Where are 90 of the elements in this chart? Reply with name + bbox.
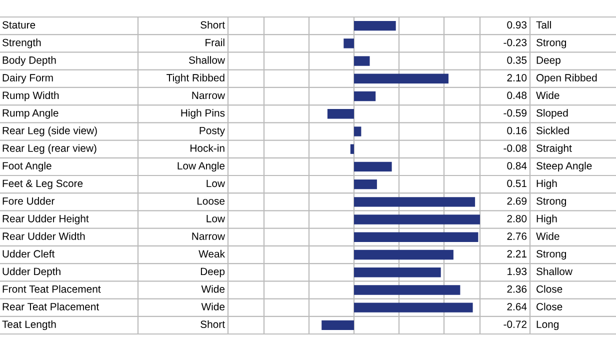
y-tick-label: Rear Leg (side view) [2,126,97,136]
data-label: 2.21 [507,250,526,258]
text: Strong [536,250,566,260]
data-label: 1.93 [508,268,527,276]
y-tick-label: Udder Cleft [2,250,55,258]
text: Posty [200,127,225,136]
data-label: -0.59 [504,109,527,117]
text: Short [200,20,225,29]
text: Shallow [536,268,573,276]
data-label: 2.64 [507,303,527,310]
y-tick-label: Rear Udder Width [2,232,85,240]
y-tick-label: Rump Angle [2,109,58,119]
text: High [536,214,557,224]
y-tick-label: Rear Udder Height [2,214,89,224]
bar [354,126,362,136]
data-label: -0.72 [504,320,526,328]
data-label: 0.35 [507,56,527,64]
text: Short [200,320,225,328]
text: Wide [201,285,225,293]
text: Tall [536,20,551,29]
data-label: 0.93 [507,21,527,29]
text: Weak [198,250,226,258]
y-tick-label: Rear Teat Placement [2,302,100,310]
bar [354,56,370,66]
text: Close [536,285,562,293]
text: Low [206,215,226,222]
data-label: 2.80 [507,214,527,222]
data-label: 2.69 [507,197,527,205]
text: Deep [200,268,225,278]
bar [354,74,448,84]
text: Deep [536,56,560,66]
bar [350,144,354,154]
data-label: 0.16 [507,126,527,134]
text: Loose [197,197,225,205]
text: Shallow [188,56,226,64]
bar [354,232,478,242]
bar [354,250,454,260]
text: Hock-in [190,144,224,152]
data-label: -0.08 [504,144,527,152]
data-label: 2.10 [507,74,527,82]
y-tick-label: Foot Angle [2,162,52,172]
text: Wide [536,91,560,100]
text: High Pins [181,109,225,119]
bar [354,214,480,224]
y-tick-label: Strength [2,38,41,48]
bar [354,285,460,295]
text: Steep Angle [536,162,592,172]
y-tick-label: Teat Length [2,320,56,330]
text: Frail [206,38,224,46]
text: Tight Ribbed [166,74,224,84]
text: Low Angle [178,162,225,172]
data-label: -0.23 [504,38,527,46]
text: Strong [536,197,566,207]
bar [344,38,354,48]
text: Low [206,180,226,188]
bar [354,302,473,312]
bar [354,20,396,31]
text: Sloped [536,109,568,119]
y-tick-label: Udder Depth [2,268,60,278]
bar [354,268,441,278]
text: Open Ribbed [536,74,597,84]
y-tick-label: Rump Width [2,91,59,102]
y-tick-label: Rear Leg (rear view) [2,144,96,154]
bar [354,197,476,207]
data-label: 0.51 [507,180,526,188]
text: High [536,179,557,190]
bar [322,320,354,330]
data-label: 0.84 [507,162,527,170]
text: Strong [536,38,566,48]
text: Narrow [192,92,226,100]
bar [354,91,376,102]
text: Narrow [192,232,226,240]
text: Wide [536,232,560,240]
y-tick-label: Body Depth [2,56,56,66]
data-label: 2.76 [507,232,527,240]
text: Close [536,302,562,310]
y-tick-label: Feet & Leg Score [2,180,83,190]
text: Wide [201,302,225,310]
bar [327,109,354,119]
y-tick-label: Stature [2,21,36,29]
y-tick-label: Dairy Form [2,74,53,84]
y-tick-label: Front Teat Placement [2,285,101,293]
bar [354,162,392,172]
data-label: 0.48 [507,92,527,100]
bar [354,179,377,190]
text: Straight [536,144,572,154]
data-label: 2.36 [507,285,527,293]
text: Sickled [536,126,569,134]
text: Long [536,320,558,330]
y-tick-label: Fore Udder [2,197,55,205]
